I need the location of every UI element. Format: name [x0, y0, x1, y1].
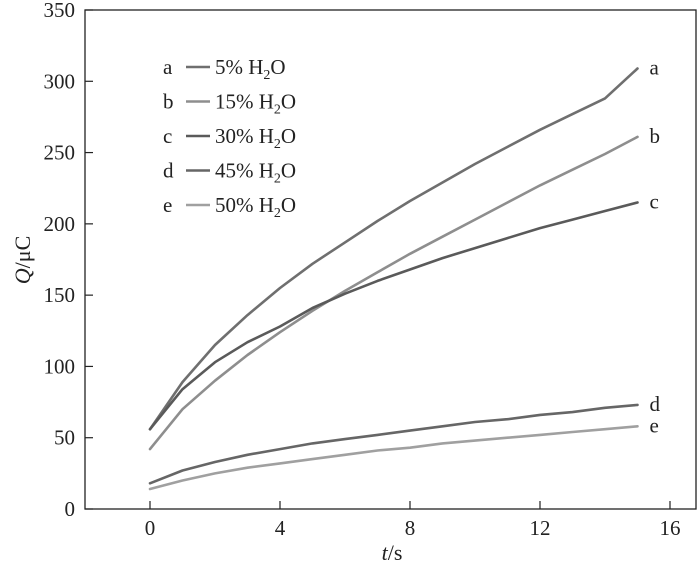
series-line-b [148, 135, 639, 451]
series-line-c [148, 201, 639, 431]
series-line-a [148, 67, 639, 431]
legend-entry-e: 50% H2O [215, 193, 296, 221]
y-axis-variable: Q [10, 268, 35, 284]
series-end-label-c: c [650, 189, 659, 213]
y-tick-label-0: 0 [65, 497, 76, 521]
y-tick-label-200: 200 [44, 212, 76, 236]
legend: a 5% H2O b 15% H2O c 30% H2O d 45% H2O e 50% H2O [163, 55, 296, 221]
plot-frame [84, 9, 697, 510]
series-end-labels: a b c de [650, 55, 661, 437]
series-end-label-e: e [650, 413, 659, 437]
legend-entry-a: 5% H2O [215, 55, 286, 83]
series-end-label-d: d [650, 392, 661, 416]
y-axis-label: Q/μC [10, 236, 35, 284]
x-axis-unit: /s [388, 540, 403, 565]
x-axis-label: t/s [382, 540, 403, 565]
x-tick-label-4: 4 [275, 516, 286, 540]
y-tick-label-250: 250 [44, 141, 76, 165]
series-lines [148, 67, 639, 491]
x-tick-label-16: 16 [660, 516, 681, 540]
y-tick-label-350: 350 [44, 0, 76, 22]
x-tick-label-0: 0 [145, 516, 156, 540]
x-tick-label-12: 12 [530, 516, 551, 540]
series-end-label-a: a [650, 55, 660, 79]
y-axis-unit: /μC [10, 236, 35, 269]
legend-key-a: a [163, 55, 173, 79]
x-tick-label-8: 8 [405, 516, 416, 540]
legend-entry-c: 30% H2O [215, 124, 296, 152]
legend-entry-b: 15% H2O [215, 90, 296, 118]
y-tick-label-50: 50 [54, 426, 75, 450]
y-tick-label-300: 300 [44, 69, 76, 93]
legend-key-d: d [163, 159, 174, 183]
axis-ticks: 0 50 100 150 200 250 300 350 0 4 8 12 16 [44, 0, 681, 540]
legend-key-e: e [163, 193, 172, 217]
y-tick-label-150: 150 [44, 283, 76, 307]
series-line-d [148, 403, 639, 485]
legend-entry-d: 45% H2O [215, 159, 296, 187]
legend-key-b: b [163, 90, 174, 114]
legend-key-c: c [163, 124, 172, 148]
series-line-e [148, 425, 639, 491]
y-tick-label-100: 100 [44, 354, 76, 378]
series-end-label-b: b [650, 124, 661, 148]
x-axis-variable: t [382, 540, 389, 565]
